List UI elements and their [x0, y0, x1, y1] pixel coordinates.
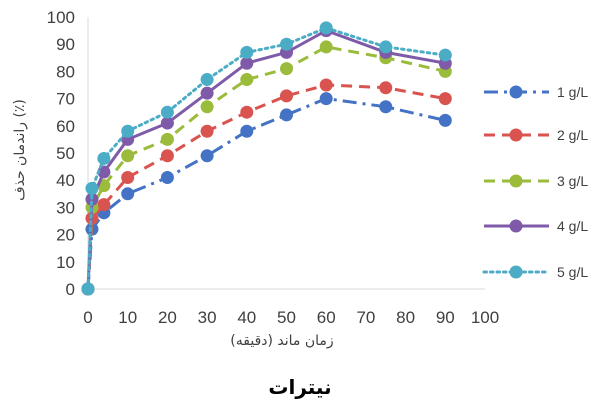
y-tick-label: 70 [56, 90, 75, 109]
y-tick-label: 20 [56, 226, 75, 245]
data-point [280, 108, 293, 121]
legend-label: 4 g/L [557, 218, 588, 234]
data-point [121, 149, 134, 162]
x-tick-label: 10 [118, 308, 137, 327]
series-2 [82, 79, 452, 296]
data-point [240, 106, 253, 119]
y-tick-label: 10 [56, 253, 75, 272]
data-point [161, 149, 174, 162]
x-tick-label: 80 [396, 308, 415, 327]
series-line [88, 28, 445, 289]
legend-entry: 5 g/L [484, 264, 588, 280]
data-point [121, 187, 134, 200]
y-tick-label: 50 [56, 144, 75, 163]
data-point [97, 152, 110, 165]
legend-marker [510, 220, 523, 233]
legend-entry: 3 g/L [484, 173, 588, 189]
data-point [439, 49, 452, 62]
x-tick-label: 20 [158, 308, 177, 327]
y-axis-title: راندمان حذف (٪) [12, 99, 28, 201]
data-point [439, 92, 452, 105]
data-point [82, 283, 95, 296]
data-point [280, 89, 293, 102]
data-point [201, 87, 214, 100]
data-point [201, 125, 214, 138]
x-tick-label: 0 [83, 308, 92, 327]
y-tick-label: 100 [47, 8, 75, 27]
x-tick-label: 30 [198, 308, 217, 327]
data-point [97, 198, 110, 211]
data-point [379, 81, 392, 94]
x-tick-label: 70 [356, 308, 375, 327]
data-point [439, 114, 452, 127]
series-5 [82, 21, 452, 295]
data-point [161, 171, 174, 184]
legend-marker [510, 266, 523, 279]
legend-label: 5 g/L [557, 264, 588, 280]
x-tick-label: 40 [237, 308, 256, 327]
y-tick-label: 60 [56, 117, 75, 136]
y-tick-label: 40 [56, 171, 75, 190]
x-axis-title: زمان ماند (دقیقه) [230, 333, 333, 349]
legend-marker [510, 175, 523, 188]
y-tick-label: 90 [56, 35, 75, 54]
data-point [121, 171, 134, 184]
series-line [88, 47, 445, 289]
series-line [88, 31, 445, 289]
data-point [280, 62, 293, 75]
y-tick-label: 80 [56, 62, 75, 81]
x-tick-label: 90 [436, 308, 455, 327]
y-tick-label: 30 [56, 198, 75, 217]
series-3 [82, 40, 452, 295]
series-layer [82, 21, 452, 295]
data-point [379, 100, 392, 113]
series-4 [82, 24, 452, 295]
legend-label: 2 g/L [557, 127, 588, 143]
data-point [320, 40, 333, 53]
data-point [121, 125, 134, 138]
data-point [379, 40, 392, 53]
chart-caption: نیترات [268, 375, 331, 399]
legend-entry: 4 g/L [484, 218, 588, 234]
legend-label: 1 g/L [557, 84, 588, 100]
series-line [88, 99, 445, 289]
data-point [280, 38, 293, 51]
data-point [240, 73, 253, 86]
data-point [161, 106, 174, 119]
x-tick-label: 100 [471, 308, 499, 327]
data-point [320, 79, 333, 92]
data-point [240, 125, 253, 138]
legend-entry: 1 g/L [484, 84, 588, 100]
x-tick-label: 50 [277, 308, 296, 327]
data-point [201, 73, 214, 86]
legend-entry: 2 g/L [484, 127, 588, 143]
data-point [201, 100, 214, 113]
data-point [85, 182, 98, 195]
y-axis-title-group: راندمان حذف (٪) [12, 99, 28, 201]
data-point [320, 21, 333, 34]
series-1 [82, 92, 452, 295]
legend-marker [510, 129, 523, 142]
data-point [201, 149, 214, 162]
y-tick-label: 0 [66, 280, 75, 299]
data-point [161, 133, 174, 146]
x-tick-label: 60 [317, 308, 336, 327]
legend: 1 g/L 2 g/L 3 g/L 4 g/L 5 g/L [484, 84, 588, 280]
legend-label: 3 g/L [557, 173, 588, 189]
data-point [240, 46, 253, 59]
data-point [320, 92, 333, 105]
legend-marker [510, 86, 523, 99]
